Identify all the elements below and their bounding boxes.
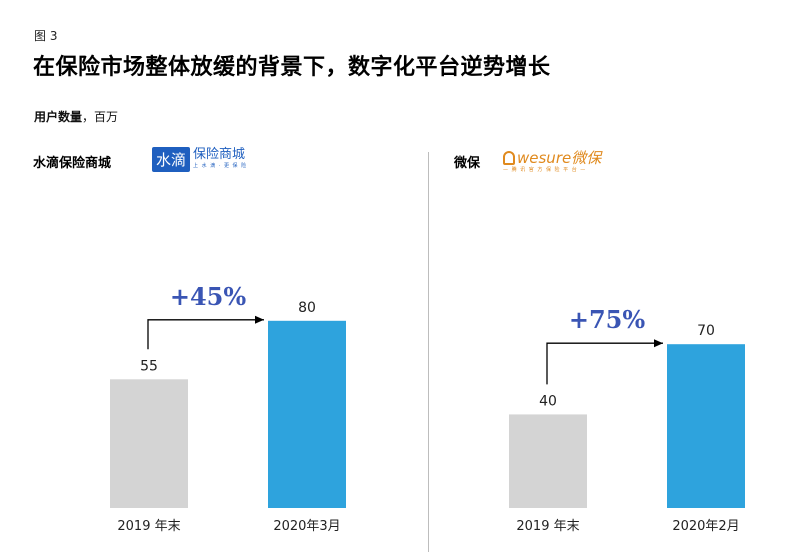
panel-name-wesure: 微保 <box>454 156 481 171</box>
wesure-logo-tagline: — 腾 讯 官 方 保 险 平 台 — <box>503 167 587 173</box>
bar-wesure-0 <box>509 414 587 508</box>
shuidi-logo-main: 保险商城 <box>193 147 246 162</box>
wesure-logo-main: wesure微保 <box>517 149 602 167</box>
subtitle-metric: 用户数量 <box>34 110 83 124</box>
category-label-wesure-0: 2019 年末 <box>516 519 579 534</box>
panel-name-shuidi: 水滴保险商城 <box>33 156 112 171</box>
wesure-logo: wesure微保 — 腾 讯 官 方 保 险 平 台 — <box>503 150 601 174</box>
bar-shuidi-0 <box>110 379 188 508</box>
data-label-shuidi-1: 80 <box>298 300 316 316</box>
category-label-wesure-1: 2020年2月 <box>672 519 739 534</box>
figure-label: 图 3 <box>34 29 58 43</box>
growth-label-shuidi: +45% <box>170 282 247 311</box>
data-label-shuidi-0: 55 <box>140 358 158 374</box>
shuidi-logo-tagline: 上 水 滴 · 更 保 险 <box>193 163 248 169</box>
chart-title: 在保险市场整体放缓的背景下，数字化平台逆势增长 <box>33 54 551 80</box>
growth-arrow-wesure <box>546 339 663 385</box>
wesure-mark-icon <box>503 151 515 165</box>
chart-subtitle: 用户数量，百万 <box>34 108 118 125</box>
data-label-wesure-1: 70 <box>697 323 715 339</box>
bar-wesure-1 <box>667 344 745 508</box>
shuidi-logo: 水滴 保险商城上 水 滴 · 更 保 险 <box>152 147 247 172</box>
category-label-shuidi-0: 2019 年末 <box>117 519 180 534</box>
growth-arrow-shuidi <box>147 315 264 350</box>
shuidi-logo-box: 水滴 <box>152 147 191 172</box>
data-label-wesure-0: 40 <box>539 393 557 409</box>
panel-divider <box>428 152 429 552</box>
category-label-shuidi-1: 2020年3月 <box>273 519 340 534</box>
growth-label-wesure: +75% <box>569 305 646 334</box>
bar-shuidi-1 <box>268 320 346 508</box>
subtitle-unit: ，百万 <box>82 110 119 124</box>
